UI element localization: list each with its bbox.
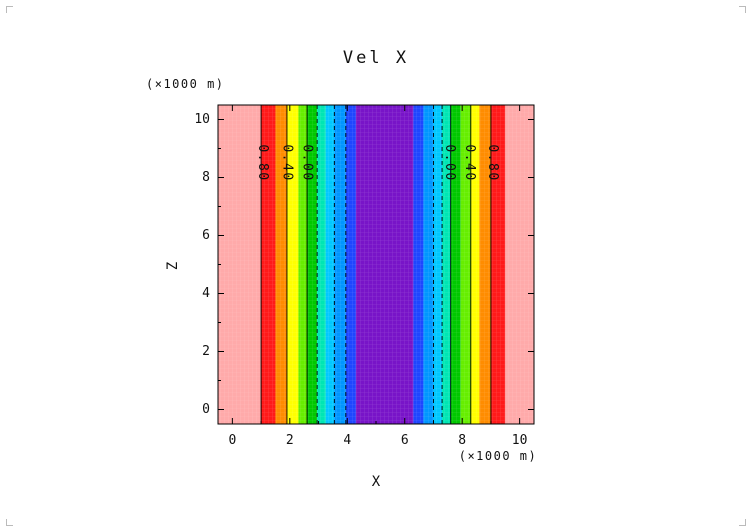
contour-label-4: 0.40 [462, 144, 477, 181]
chart-title: Vel X [343, 48, 409, 68]
y-unit-label: (×1000 m) [146, 77, 225, 91]
contour-label-0: 0.80 [255, 144, 270, 181]
x-unit-label: (×1000 m) [459, 449, 538, 463]
y-tick-label-4: 8 [202, 170, 210, 185]
contour-label-2: 0.00 [300, 144, 315, 181]
x-tick-label-4: 8 [458, 433, 466, 448]
cell-grid-overlay [218, 105, 534, 424]
x-tick-label-2: 4 [343, 433, 351, 448]
y-tick-label-3: 6 [202, 228, 210, 243]
corner-mark-top-right [739, 6, 746, 13]
x-tick-label-1: 2 [286, 433, 294, 448]
x-axis-label: X [372, 474, 381, 490]
y-axis-label: Z [165, 262, 181, 270]
y-axis-ticks: 0 2 4 6 8 10 [194, 112, 534, 417]
x-axis-ticks: 0 2 4 6 8 10 [228, 105, 527, 448]
contour-label-1: 0.40 [279, 144, 294, 181]
contour-labels: 0.80 0.40 0.00 0.00 0.40 0.80 [255, 144, 500, 181]
corner-mark-bottom-left [6, 519, 13, 526]
y-tick-label-5: 10 [194, 112, 210, 127]
x-tick-label-3: 6 [401, 433, 409, 448]
x-tick-label-5: 10 [512, 433, 528, 448]
plot-area: 0.80 0.40 0.00 0.00 0.40 0.80 [217, 104, 535, 425]
contour-label-5: 0.80 [485, 144, 500, 181]
contour-lines [260, 105, 492, 424]
y-tick-label-1: 2 [202, 344, 210, 359]
corner-mark-top-left [6, 6, 13, 13]
y-tick-label-0: 0 [202, 402, 210, 417]
x-tick-label-0: 0 [228, 433, 236, 448]
y-tick-label-2: 4 [202, 286, 210, 301]
corner-mark-bottom-right [739, 519, 746, 526]
contour-label-3: 0.00 [442, 144, 457, 181]
